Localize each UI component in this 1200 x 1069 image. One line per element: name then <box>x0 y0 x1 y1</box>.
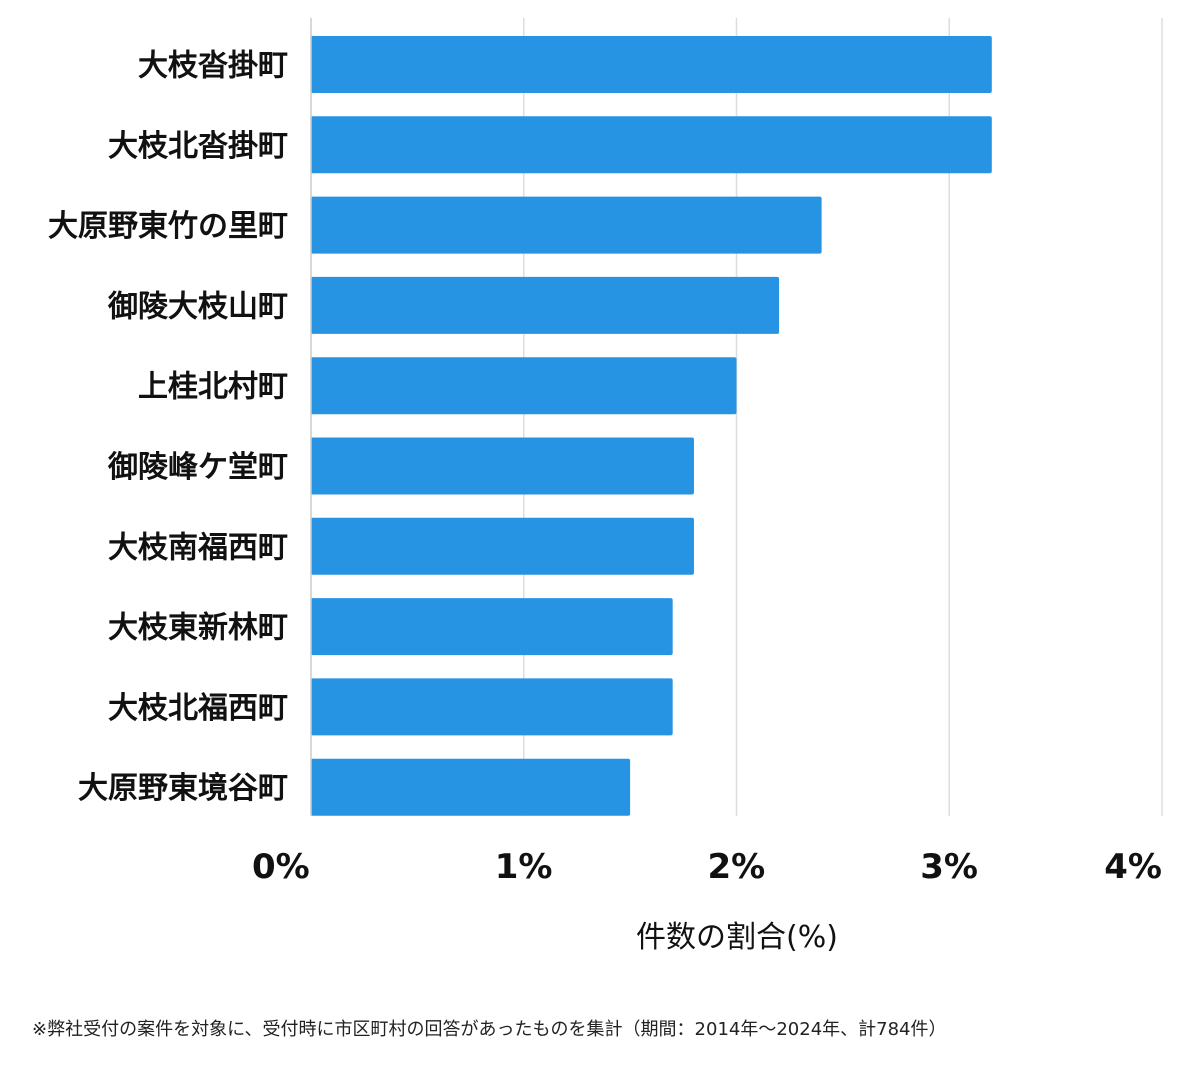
x-tick-label: 1% <box>495 847 553 887</box>
category-labels: 大枝沓掛町大枝北沓掛町大原野東竹の里町御陵大枝山町上桂北村町御陵峰ケ堂町大枝南福… <box>48 49 288 807</box>
bar <box>311 598 673 656</box>
category-label: 御陵大枝山町 <box>107 289 288 324</box>
x-tick-label: 0% <box>252 847 310 887</box>
bar <box>311 758 631 816</box>
bar <box>311 116 992 174</box>
category-label: 大枝沓掛町 <box>138 49 288 84</box>
category-label: 大原野東竹の里町 <box>48 209 288 244</box>
x-axis-title: 件数の割合(%) <box>636 920 838 955</box>
x-tick-label: 4% <box>1104 847 1162 887</box>
bar <box>311 517 694 575</box>
footnote: ※弊社受付の案件を対象に、受付時に市区町村の回答があったものを集計（期間：201… <box>32 1019 947 1040</box>
category-label: 御陵峰ケ堂町 <box>107 450 288 485</box>
bar <box>311 678 673 736</box>
category-label: 大枝東新林町 <box>108 611 288 646</box>
x-tick-label: 2% <box>708 847 766 887</box>
x-tick-labels: 0% 1% 2% 3% 4% <box>252 847 1162 887</box>
category-label: 上桂北村町 <box>138 370 288 405</box>
bars <box>311 36 992 816</box>
bar <box>311 357 737 415</box>
category-label: 大枝北福西町 <box>108 691 288 726</box>
bar <box>311 276 780 334</box>
x-tick-label: 3% <box>920 847 978 887</box>
category-label: 大原野東境谷町 <box>78 771 288 806</box>
bar <box>311 36 992 93</box>
category-label: 大枝北沓掛町 <box>108 129 288 164</box>
category-label: 大枝南福西町 <box>108 530 288 565</box>
bar <box>311 196 822 254</box>
bar <box>311 437 694 495</box>
